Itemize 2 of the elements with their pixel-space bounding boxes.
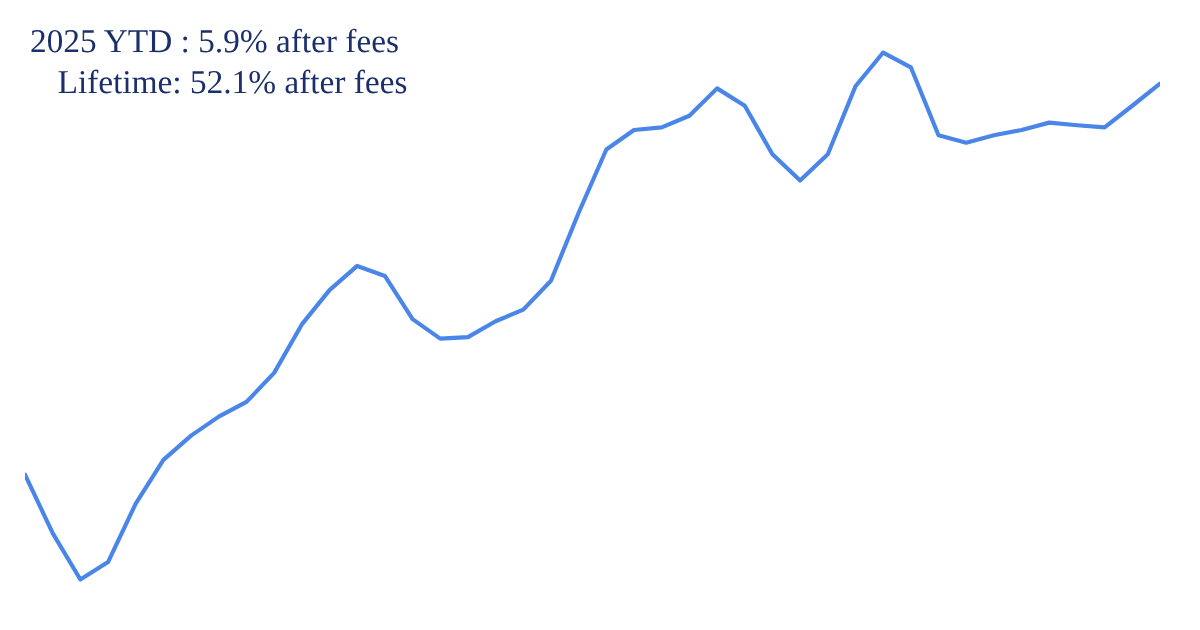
annotation: 2025 YTD : 5.9% after fees xyxy=(31,28,398,53)
annotation: Lifetime: 52.1% after fees xyxy=(58,69,407,94)
